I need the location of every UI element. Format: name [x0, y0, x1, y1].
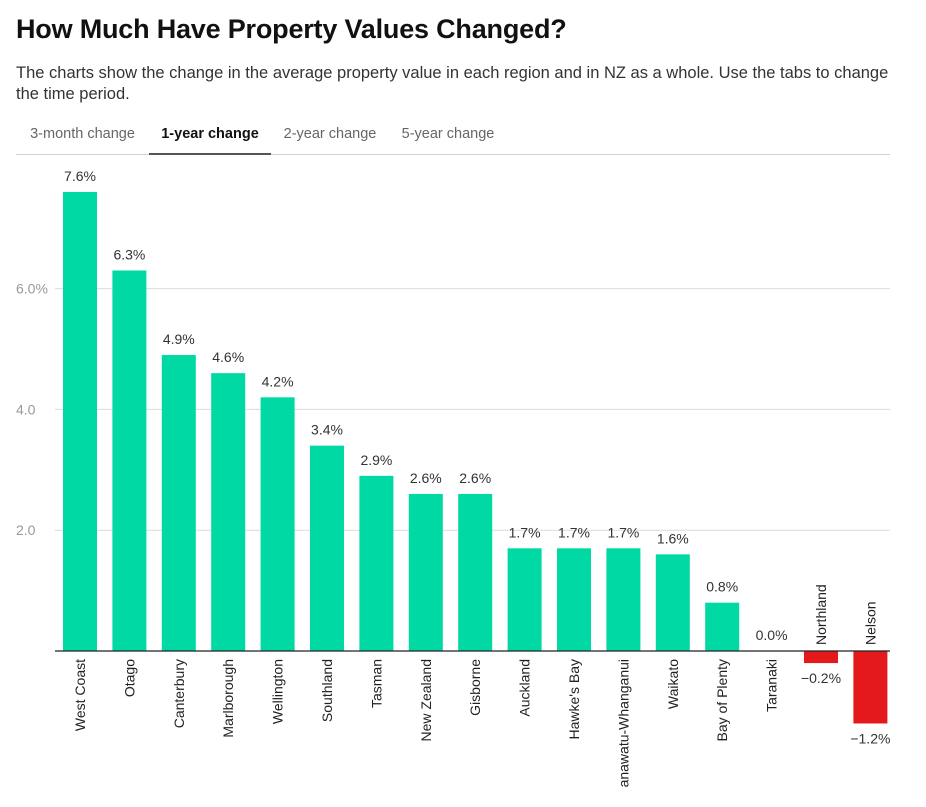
category-label: Northland: [813, 584, 829, 645]
tab-3-month-change[interactable]: 3-month change: [30, 126, 135, 142]
category-label: anawatu-Whanganui: [615, 659, 631, 787]
bar[interactable]: [606, 548, 641, 651]
bar[interactable]: [853, 651, 888, 724]
category-label: Waikato: [665, 659, 681, 709]
page-subtitle: The charts show the change in the averag…: [16, 64, 889, 103]
bar-value-label: 3.4%: [311, 422, 343, 438]
category-label: Wellington: [270, 659, 286, 724]
tab-5-year-change[interactable]: 5-year change: [401, 126, 495, 142]
tab-2-year-change[interactable]: 2-year change: [283, 126, 377, 142]
bar[interactable]: [804, 651, 838, 664]
bar-value-label: 2.6%: [459, 470, 491, 486]
bar-value-label: 4.6%: [212, 349, 244, 365]
category-label: Auckland: [517, 659, 533, 717]
bar[interactable]: [408, 493, 443, 651]
bar[interactable]: [458, 493, 493, 651]
period-tabs: 3-month change 1-year change 2-year chan…: [16, 120, 890, 155]
bar-value-label: −1.2%: [850, 730, 890, 746]
category-label: Bay of Plenty: [714, 659, 730, 742]
bar[interactable]: [507, 548, 542, 651]
bar-value-label: −0.2%: [801, 670, 841, 686]
category-label: Otago: [121, 659, 137, 697]
y-tick-label: 4.0: [16, 401, 36, 417]
y-tick-label: 6.0%: [16, 281, 48, 297]
category-label: Hawke's Bay: [566, 659, 582, 739]
category-label: New Zealand: [418, 659, 434, 742]
bar-value-label: 0.8%: [706, 579, 738, 595]
category-label: Gisborne: [467, 659, 483, 716]
bar-value-label: 2.6%: [410, 470, 442, 486]
bar-value-label: 0.0%: [756, 627, 788, 643]
category-label: Tasman: [368, 659, 384, 708]
category-label: Canterbury: [171, 659, 187, 728]
bar-value-label: 7.6%: [64, 168, 96, 184]
category-label: Southland: [319, 659, 335, 722]
bar[interactable]: [260, 397, 295, 651]
category-label: Nelson: [862, 601, 878, 645]
bar[interactable]: [359, 475, 394, 651]
bar[interactable]: [161, 355, 196, 651]
bar-value-label: 1.6%: [657, 530, 689, 546]
y-tick-label: 2.0: [16, 522, 36, 538]
bar[interactable]: [63, 191, 97, 651]
bar-value-label: 2.9%: [360, 452, 392, 468]
bar-value-label: 1.7%: [607, 524, 639, 540]
bar-value-label: 1.7%: [509, 524, 541, 540]
tab-1-year-change[interactable]: 1-year change: [149, 120, 271, 155]
bar[interactable]: [655, 554, 690, 651]
bar-chart: 2.0 4.0 6.0% 7.6% West Coast 6.3% Otago 4.9% Can…: [16, 168, 890, 787]
category-label: West Coast: [72, 659, 88, 731]
page-title: How Much Have Property Values Changed?: [16, 14, 567, 44]
bar[interactable]: [310, 445, 344, 651]
category-label: Taranaki: [764, 659, 780, 712]
bar[interactable]: [112, 270, 147, 651]
bar-value-label: 1.7%: [558, 524, 590, 540]
category-label: Marlborough: [220, 659, 236, 738]
bar-value-label: 4.9%: [163, 331, 195, 347]
bar[interactable]: [557, 548, 591, 651]
bar[interactable]: [705, 602, 740, 651]
bar-value-label: 4.2%: [262, 373, 294, 389]
bar[interactable]: [211, 373, 246, 651]
bar-value-label: 6.3%: [113, 246, 145, 262]
